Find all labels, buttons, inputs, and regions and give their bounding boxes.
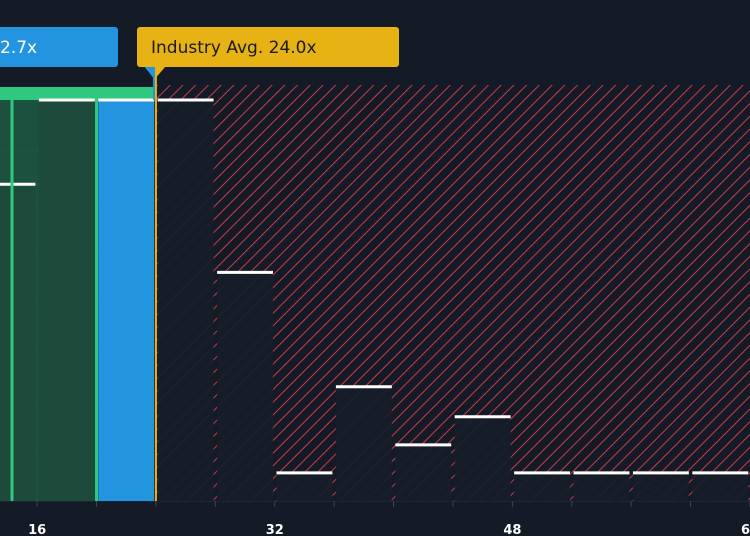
histogram-bar <box>217 272 274 501</box>
histogram-bar <box>454 416 511 501</box>
histogram-bar <box>276 472 333 501</box>
histogram-bar <box>335 386 392 501</box>
histogram-bar <box>98 100 155 501</box>
histogram-bar <box>632 472 689 501</box>
x-tick-label: 48 <box>503 523 521 536</box>
peer-top-band <box>0 87 156 100</box>
industry-callout-pointer <box>153 66 166 80</box>
company-callout-box <box>0 27 118 67</box>
company-callout-pointer <box>143 66 155 80</box>
histogram-bars <box>0 98 749 501</box>
histogram-bar <box>395 444 452 501</box>
x-tick-label: 32 <box>266 523 284 536</box>
industry-callout: Industry Avg. 24.0x <box>137 27 399 67</box>
histogram-bar <box>514 472 571 501</box>
histogram-bar <box>692 472 749 501</box>
company-callout-label: 2.7x <box>0 38 37 58</box>
x-axis: 16 32 48 64 <box>28 501 750 536</box>
histogram-bar <box>38 100 95 501</box>
company-callout: 2.7x <box>0 27 118 67</box>
histogram-bar <box>573 472 630 501</box>
x-tick-label: 16 <box>28 523 46 536</box>
x-tick-label: 64 <box>741 523 750 536</box>
histogram-bar <box>157 100 214 501</box>
callouts: 2.7x Industry Avg. 24.0x <box>0 27 399 67</box>
industry-callout-label: Industry Avg. 24.0x <box>151 38 317 58</box>
industry-callout-box <box>137 27 399 67</box>
value-markers <box>10 60 166 501</box>
histogram-bar <box>0 184 36 501</box>
